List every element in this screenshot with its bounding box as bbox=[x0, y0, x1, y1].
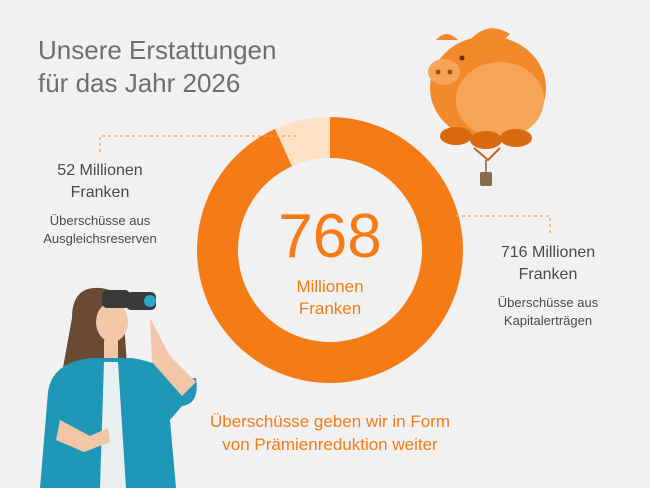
callout-ausgleichsreserven: 52 Millionen Franken Überschüsse aus Aus… bbox=[30, 160, 170, 248]
callout-right-amount: 716 Millionen Franken bbox=[500, 244, 596, 283]
leader-line-right bbox=[456, 215, 551, 234]
callout-kapitalertraege: 716 Millionen Franken Überschüsse aus Ka… bbox=[478, 242, 618, 330]
total-value: 768 bbox=[278, 202, 382, 271]
callout-right-description: Überschüsse aus Kapitalerträgen bbox=[497, 295, 599, 328]
callout-left-description: Überschüsse aus Ausgleichsreserven bbox=[43, 213, 157, 246]
callout-left-amount: 52 Millionen Franken bbox=[57, 162, 143, 201]
leader-line-left bbox=[99, 135, 296, 152]
total-unit: Millionen Franken bbox=[296, 277, 364, 318]
page-title: Unsere Erstattungen für das Jahr 2026 bbox=[38, 35, 277, 98]
chart-slice-ausgleichsreserven bbox=[275, 117, 330, 167]
chart-slice-kapitalertraege bbox=[196, 117, 463, 383]
footer-statement: Überschüsse geben wir in Form von Prämie… bbox=[210, 412, 450, 454]
